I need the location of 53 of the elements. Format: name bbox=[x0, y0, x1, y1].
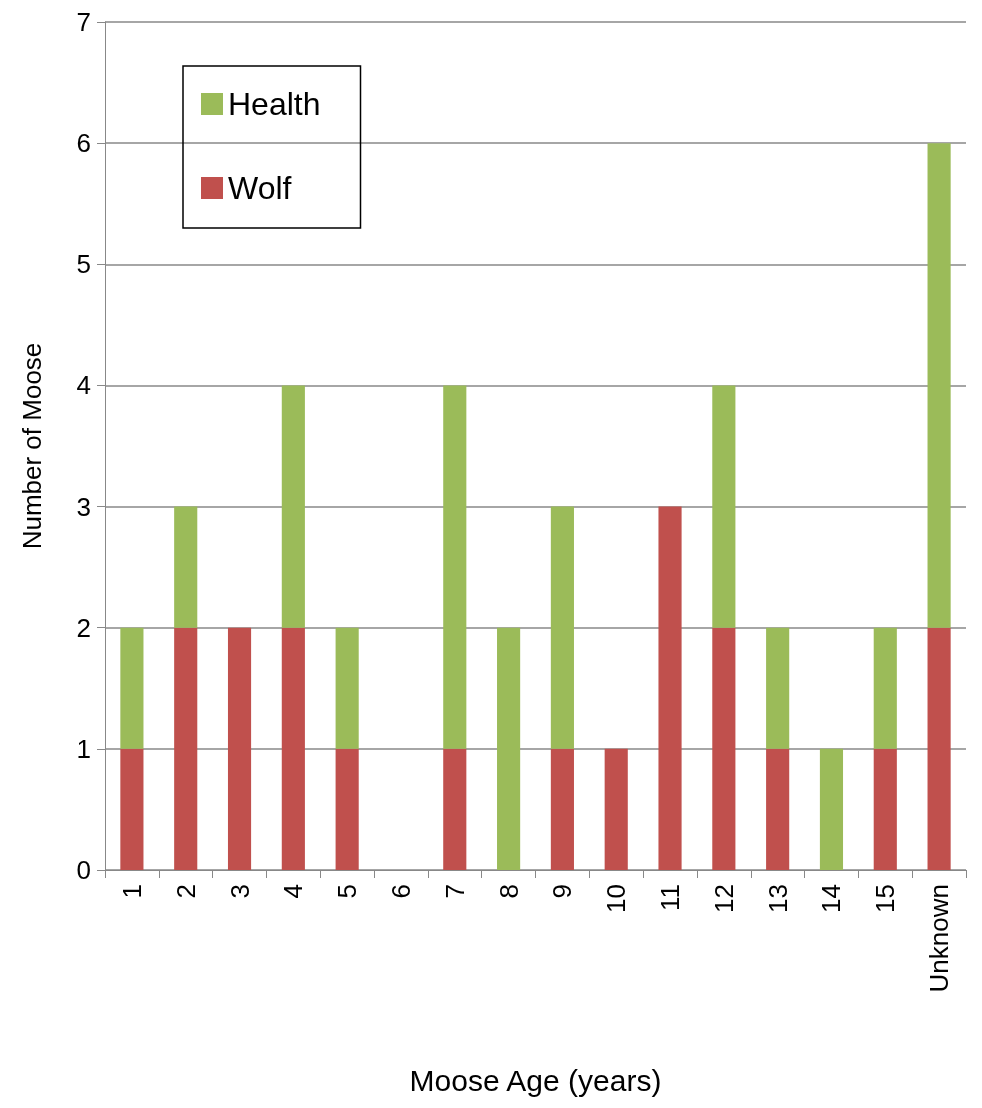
bar bbox=[766, 627, 790, 749]
y-tick-label: 0 bbox=[76, 855, 91, 885]
bar bbox=[120, 748, 144, 870]
bar bbox=[712, 385, 736, 628]
bar bbox=[819, 748, 844, 870]
x-tick-label: 6 bbox=[385, 884, 416, 899]
bar bbox=[927, 143, 951, 628]
legend-label: Wolf bbox=[228, 170, 292, 206]
bar bbox=[497, 627, 521, 870]
bar bbox=[120, 627, 144, 749]
bar bbox=[658, 506, 682, 870]
bar bbox=[174, 627, 198, 870]
x-tick-label: 8 bbox=[493, 884, 524, 899]
bar bbox=[873, 627, 897, 749]
bar bbox=[927, 627, 951, 870]
x-tick-label: 10 bbox=[601, 884, 632, 913]
bar bbox=[443, 748, 467, 870]
y-tick-label: 5 bbox=[76, 249, 91, 280]
bar bbox=[873, 748, 897, 870]
x-tick-label: 15 bbox=[870, 884, 901, 913]
y-tick-label: 4 bbox=[76, 370, 91, 401]
bar bbox=[550, 506, 574, 749]
x-tick-label: Unknown bbox=[924, 884, 955, 993]
y-tick-label: 1 bbox=[76, 733, 91, 764]
x-tick-label: 12 bbox=[708, 884, 739, 913]
x-tick-label: 2 bbox=[170, 884, 201, 899]
x-tick-label: 13 bbox=[762, 884, 793, 913]
y-axis-title: Number of Moose bbox=[17, 342, 47, 550]
x-tick-label: 4 bbox=[278, 884, 309, 899]
bar bbox=[335, 627, 359, 749]
x-tick-label: 14 bbox=[816, 884, 847, 913]
x-tick-label: 11 bbox=[655, 884, 686, 911]
y-tick-label: 7 bbox=[76, 7, 91, 37]
bar bbox=[604, 748, 628, 870]
bar bbox=[712, 627, 736, 870]
bar bbox=[766, 748, 790, 870]
legend-label: Health bbox=[228, 86, 321, 122]
bar bbox=[281, 627, 305, 870]
x-tick-label: 1 bbox=[116, 884, 147, 899]
bar bbox=[443, 385, 467, 749]
bar bbox=[335, 748, 359, 870]
x-tick-label: 7 bbox=[439, 884, 470, 899]
x-tick-label: 9 bbox=[547, 884, 578, 899]
x-tick-label: 5 bbox=[332, 884, 363, 899]
y-tick-label: 2 bbox=[76, 612, 91, 643]
bar bbox=[227, 627, 252, 870]
y-tick-label: 6 bbox=[76, 128, 91, 159]
bar bbox=[550, 748, 574, 870]
bar bbox=[174, 506, 198, 628]
bar bbox=[281, 385, 305, 628]
x-axis-title: Moose Age (years) bbox=[409, 1063, 662, 1097]
y-tick-label: 3 bbox=[76, 491, 91, 522]
x-tick-label: 3 bbox=[224, 884, 255, 899]
